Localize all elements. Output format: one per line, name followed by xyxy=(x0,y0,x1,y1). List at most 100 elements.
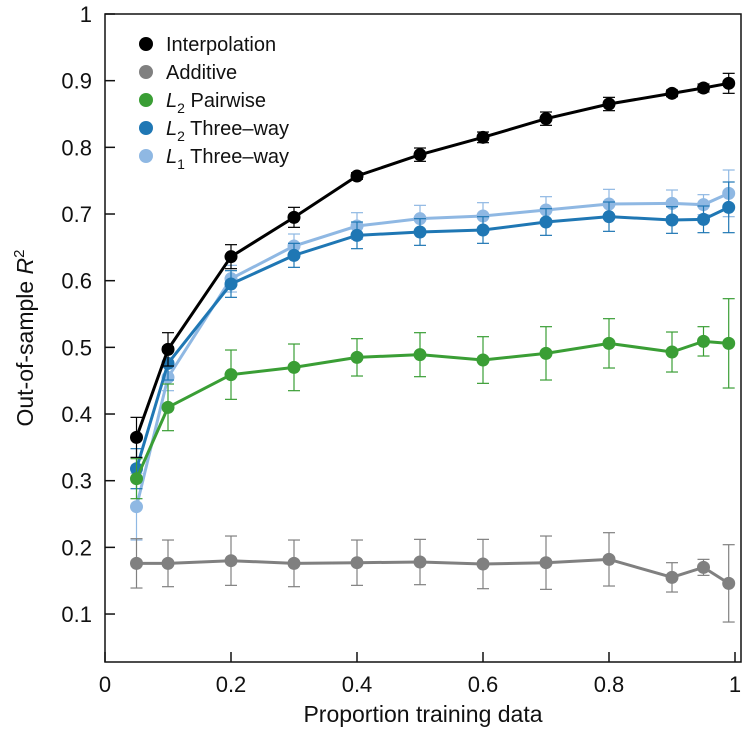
y-tick-label: 0.6 xyxy=(61,269,92,294)
data-point xyxy=(697,212,710,226)
legend-label-var: L xyxy=(166,118,177,140)
data-point xyxy=(224,368,238,382)
x-tick-label: 0.2 xyxy=(216,672,247,697)
data-point xyxy=(697,560,710,574)
x-tick-label: 0.6 xyxy=(468,672,499,697)
legend-label-text: Three–way xyxy=(185,146,289,168)
data-point xyxy=(539,215,553,229)
data-point xyxy=(476,209,490,223)
y-tick-label: 0.7 xyxy=(61,202,92,227)
data-point xyxy=(539,556,553,570)
data-point xyxy=(224,554,238,568)
data-point xyxy=(697,334,710,348)
data-point xyxy=(287,248,301,262)
series-additive xyxy=(130,532,736,623)
data-point xyxy=(161,556,175,570)
legend-marker xyxy=(139,149,153,163)
y-tick-label: 0.4 xyxy=(61,402,92,427)
data-point xyxy=(413,348,427,362)
data-point xyxy=(602,210,616,224)
data-point xyxy=(413,148,427,162)
data-point xyxy=(350,350,364,364)
x-axis: 0 0.2 0.4 0.6 0.8 1 xyxy=(99,652,741,697)
data-point xyxy=(287,210,301,224)
data-point xyxy=(602,552,616,566)
legend-marker xyxy=(139,121,153,135)
data-point xyxy=(413,555,427,569)
data-point xyxy=(130,556,143,570)
data-point xyxy=(287,360,301,374)
data-point xyxy=(130,430,143,444)
data-point xyxy=(539,346,553,360)
data-point xyxy=(130,472,143,486)
x-axis-label: Proportion training data xyxy=(303,701,542,727)
x-tick-label: 0.4 xyxy=(342,672,373,697)
x-tick-label: 0.8 xyxy=(594,672,625,697)
data-point xyxy=(287,556,301,570)
legend-marker xyxy=(139,93,153,107)
data-point xyxy=(476,130,490,144)
legend-label: L2 Three–way xyxy=(166,118,289,144)
data-point xyxy=(722,336,736,350)
legend-label-sub: 2 xyxy=(177,128,185,144)
data-point xyxy=(602,97,616,111)
data-point xyxy=(665,570,679,584)
data-point xyxy=(161,342,175,356)
y-tick-label: 1 xyxy=(80,2,92,27)
data-point xyxy=(413,225,427,239)
data-point xyxy=(130,500,143,514)
y-tick-label: 0.8 xyxy=(61,135,92,160)
legend-label-text: Pairwise xyxy=(185,90,266,112)
series-interpolation xyxy=(130,72,736,458)
data-point xyxy=(722,76,736,90)
data-point xyxy=(224,250,238,264)
legend-label-var: L xyxy=(166,146,177,168)
plot-marks xyxy=(130,72,736,623)
plot-frame xyxy=(104,13,742,663)
legend-label: L2 Pairwise xyxy=(166,90,266,116)
data-point xyxy=(161,400,175,414)
y-axis: 0.1 0.2 0.3 0.4 0.5 0.6 0.7 0.8 0.9 1 xyxy=(61,2,115,627)
legend-label-text: Additive xyxy=(166,62,237,84)
data-point xyxy=(722,200,736,214)
legend-label-sub: 2 xyxy=(177,100,185,116)
series-line xyxy=(135,205,730,470)
data-point xyxy=(350,556,364,570)
legend-marker xyxy=(139,37,153,51)
legend-label-var: L xyxy=(166,90,177,112)
x-tick-label: 1 xyxy=(729,672,741,697)
data-point xyxy=(476,223,490,237)
y-tick-label: 0.5 xyxy=(61,335,92,360)
legend-label: Interpolation xyxy=(166,34,276,56)
data-point xyxy=(665,345,679,359)
y-tick-label: 0.3 xyxy=(61,469,92,494)
data-point xyxy=(539,112,553,126)
legend-label: Additive xyxy=(166,62,237,84)
data-point xyxy=(697,198,710,212)
data-point xyxy=(350,228,364,242)
x-tick-label: 0 xyxy=(99,672,111,697)
data-point xyxy=(697,81,710,95)
y-tick-label: 0.1 xyxy=(61,602,92,627)
data-point xyxy=(476,557,490,571)
y-tick-label: 0.2 xyxy=(61,535,92,560)
data-point xyxy=(476,353,490,367)
legend-label-sub: 1 xyxy=(177,156,185,172)
data-point xyxy=(722,576,736,590)
data-point xyxy=(350,169,364,183)
legend-marker xyxy=(139,65,153,79)
series-l2-pairwise xyxy=(130,298,736,500)
legend-label: L1 Three–way xyxy=(166,146,289,172)
y-axis-label: Out-of-sample R2 xyxy=(11,249,38,426)
data-point xyxy=(224,277,238,291)
data-point xyxy=(602,336,616,350)
data-point xyxy=(665,86,679,100)
legend-label-text: Three–way xyxy=(185,118,289,140)
series-l2-three-way xyxy=(130,181,736,490)
series-line xyxy=(135,339,729,480)
y-tick-label: 0.9 xyxy=(61,69,92,94)
legend-label-text: Interpolation xyxy=(166,34,276,56)
data-point xyxy=(665,213,679,227)
